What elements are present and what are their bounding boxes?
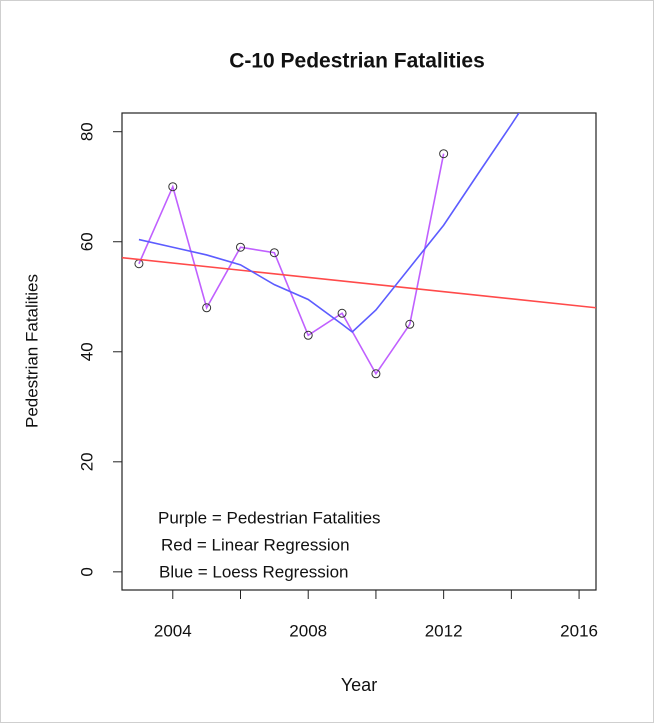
y-tick-label: 0 — [77, 567, 96, 576]
x-tick-label: 2008 — [289, 621, 327, 640]
data-point — [269, 248, 279, 258]
data-point — [303, 330, 313, 340]
y-axis-label: Pedestrian Fatalities — [22, 274, 41, 428]
y-tick-label: 20 — [77, 452, 96, 471]
series-line — [122, 256, 596, 309]
data-point — [202, 303, 212, 313]
annotation: Blue = Loess Regression — [159, 562, 348, 581]
data-point — [168, 182, 178, 192]
plot-area — [122, 113, 596, 379]
data-point — [236, 242, 245, 252]
series-line — [138, 153, 445, 376]
series-line — [138, 113, 520, 334]
chart-title: C-10 Pedestrian Fatalities — [229, 50, 485, 73]
data-point — [439, 149, 449, 159]
y-tick-label: 80 — [77, 122, 96, 141]
x-tick-label: 2012 — [425, 621, 463, 640]
annotation: Purple = Pedestrian Fatalities — [158, 508, 381, 527]
data-point — [337, 308, 347, 318]
data-point — [405, 319, 415, 329]
x-tick-label: 2016 — [560, 621, 598, 640]
data-point — [371, 369, 381, 379]
y-tick-label: 40 — [77, 342, 96, 361]
x-axis-label: Year — [341, 675, 377, 695]
x-tick-label: 2004 — [154, 621, 192, 640]
annotation: Red = Linear Regression — [161, 535, 350, 554]
y-tick-label: 60 — [77, 232, 96, 251]
